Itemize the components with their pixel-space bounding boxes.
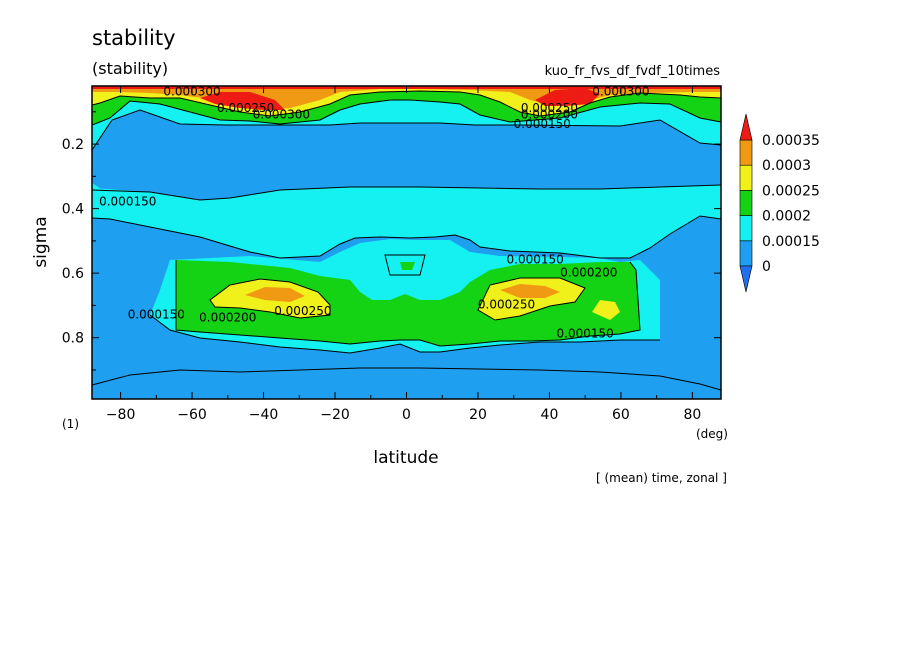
colorbar: 0 0.00015 0.0002 0.00025 0.0003 0.00035 [739, 113, 820, 293]
footer-label: [ (mean) time, zonal ] [596, 471, 727, 485]
experiment-label: kuo_fr_fvs_df_fvdf_10times [545, 64, 721, 79]
colorbar-label: 0.00025 [762, 183, 820, 199]
colorbar-label: 0 [762, 259, 771, 275]
chart-subtitle: (stability) [92, 59, 168, 78]
colorbar-swatch [739, 164, 753, 191]
band-above-00035 [535, 88, 600, 106]
colorbar-swatch [739, 139, 753, 166]
x-tick-label: −60 [177, 407, 207, 423]
band-00025-0003 [592, 300, 620, 320]
x-tick-label: −40 [249, 407, 279, 423]
x-unit-label: (deg) [696, 427, 728, 441]
band-00015-0002 [92, 185, 721, 258]
y-tick-label: 0.6 [62, 266, 84, 282]
x-tick-label: 80 [683, 407, 701, 423]
y-unit-label: (1) [62, 417, 79, 431]
colorbar-swatch [739, 190, 753, 216]
x-tick-label: 0 [402, 407, 411, 423]
contour-line [92, 109, 721, 151]
band-above-00035 [200, 92, 285, 110]
x-axis-label: latitude [373, 448, 438, 468]
contour-line [92, 184, 721, 201]
contour-label: 0.000300 [253, 107, 310, 121]
contour-line [384, 254, 426, 276]
chart-title: stability [92, 26, 176, 50]
colorbar-label: 0.0003 [762, 158, 811, 174]
contour-label: 0.000200 [199, 311, 256, 325]
y-tick-label: 0.4 [62, 202, 84, 218]
contour-label: 0.000150 [99, 194, 156, 208]
band-0002-00025 [400, 262, 415, 270]
x-tick-label: 60 [612, 407, 630, 423]
colorbar-top-triangle [739, 113, 753, 141]
contour-label: 0.000150 [557, 327, 614, 341]
colorbar-swatch [739, 240, 753, 267]
colorbar-swatch [739, 215, 753, 242]
contour-label: 0.000250 [217, 101, 274, 115]
y-axis: 0.2 0.4 0.6 0.8 [62, 111, 721, 371]
x-tick-label: 20 [469, 407, 487, 423]
colorbar-label: 0.0002 [762, 209, 811, 225]
contour-label: 0.000250 [521, 101, 578, 115]
contour-label: 0.000150 [128, 307, 185, 321]
y-tick-label: 0.8 [62, 331, 84, 347]
band-00025-0003 [478, 278, 585, 320]
band-0003-00035 [500, 284, 560, 298]
x-tick-label: −20 [320, 407, 350, 423]
contour-line [92, 367, 721, 391]
contour-line [149, 314, 660, 354]
contour-label: 0.000150 [514, 117, 571, 131]
colorbar-bottom-triangle [739, 265, 753, 293]
contour-line [209, 278, 331, 319]
contour-label: 0.000250 [274, 304, 331, 318]
colorbar-label: 0.00015 [762, 234, 820, 250]
x-tick-label: −80 [106, 407, 136, 423]
contour-line [92, 90, 721, 117]
contour-line [175, 260, 641, 347]
contour-label: 0.000200 [521, 107, 578, 121]
band-0003-00035 [245, 287, 305, 302]
x-axis: −80 −60 −40 −20 0 20 40 60 80 [106, 86, 701, 423]
y-tick-label: 0.2 [62, 137, 84, 153]
contour-label: 0.000150 [507, 252, 564, 266]
contour-label: 0.000250 [478, 298, 535, 312]
contour-lines [92, 90, 721, 391]
contour-line [92, 99, 721, 126]
contour-line [477, 277, 586, 321]
contour-line [92, 215, 721, 259]
colorbar-label: 0.00035 [762, 133, 820, 149]
x-tick-label: 40 [541, 407, 559, 423]
y-axis-label: sigma [31, 216, 51, 267]
contour-label: 0.000200 [560, 265, 617, 279]
